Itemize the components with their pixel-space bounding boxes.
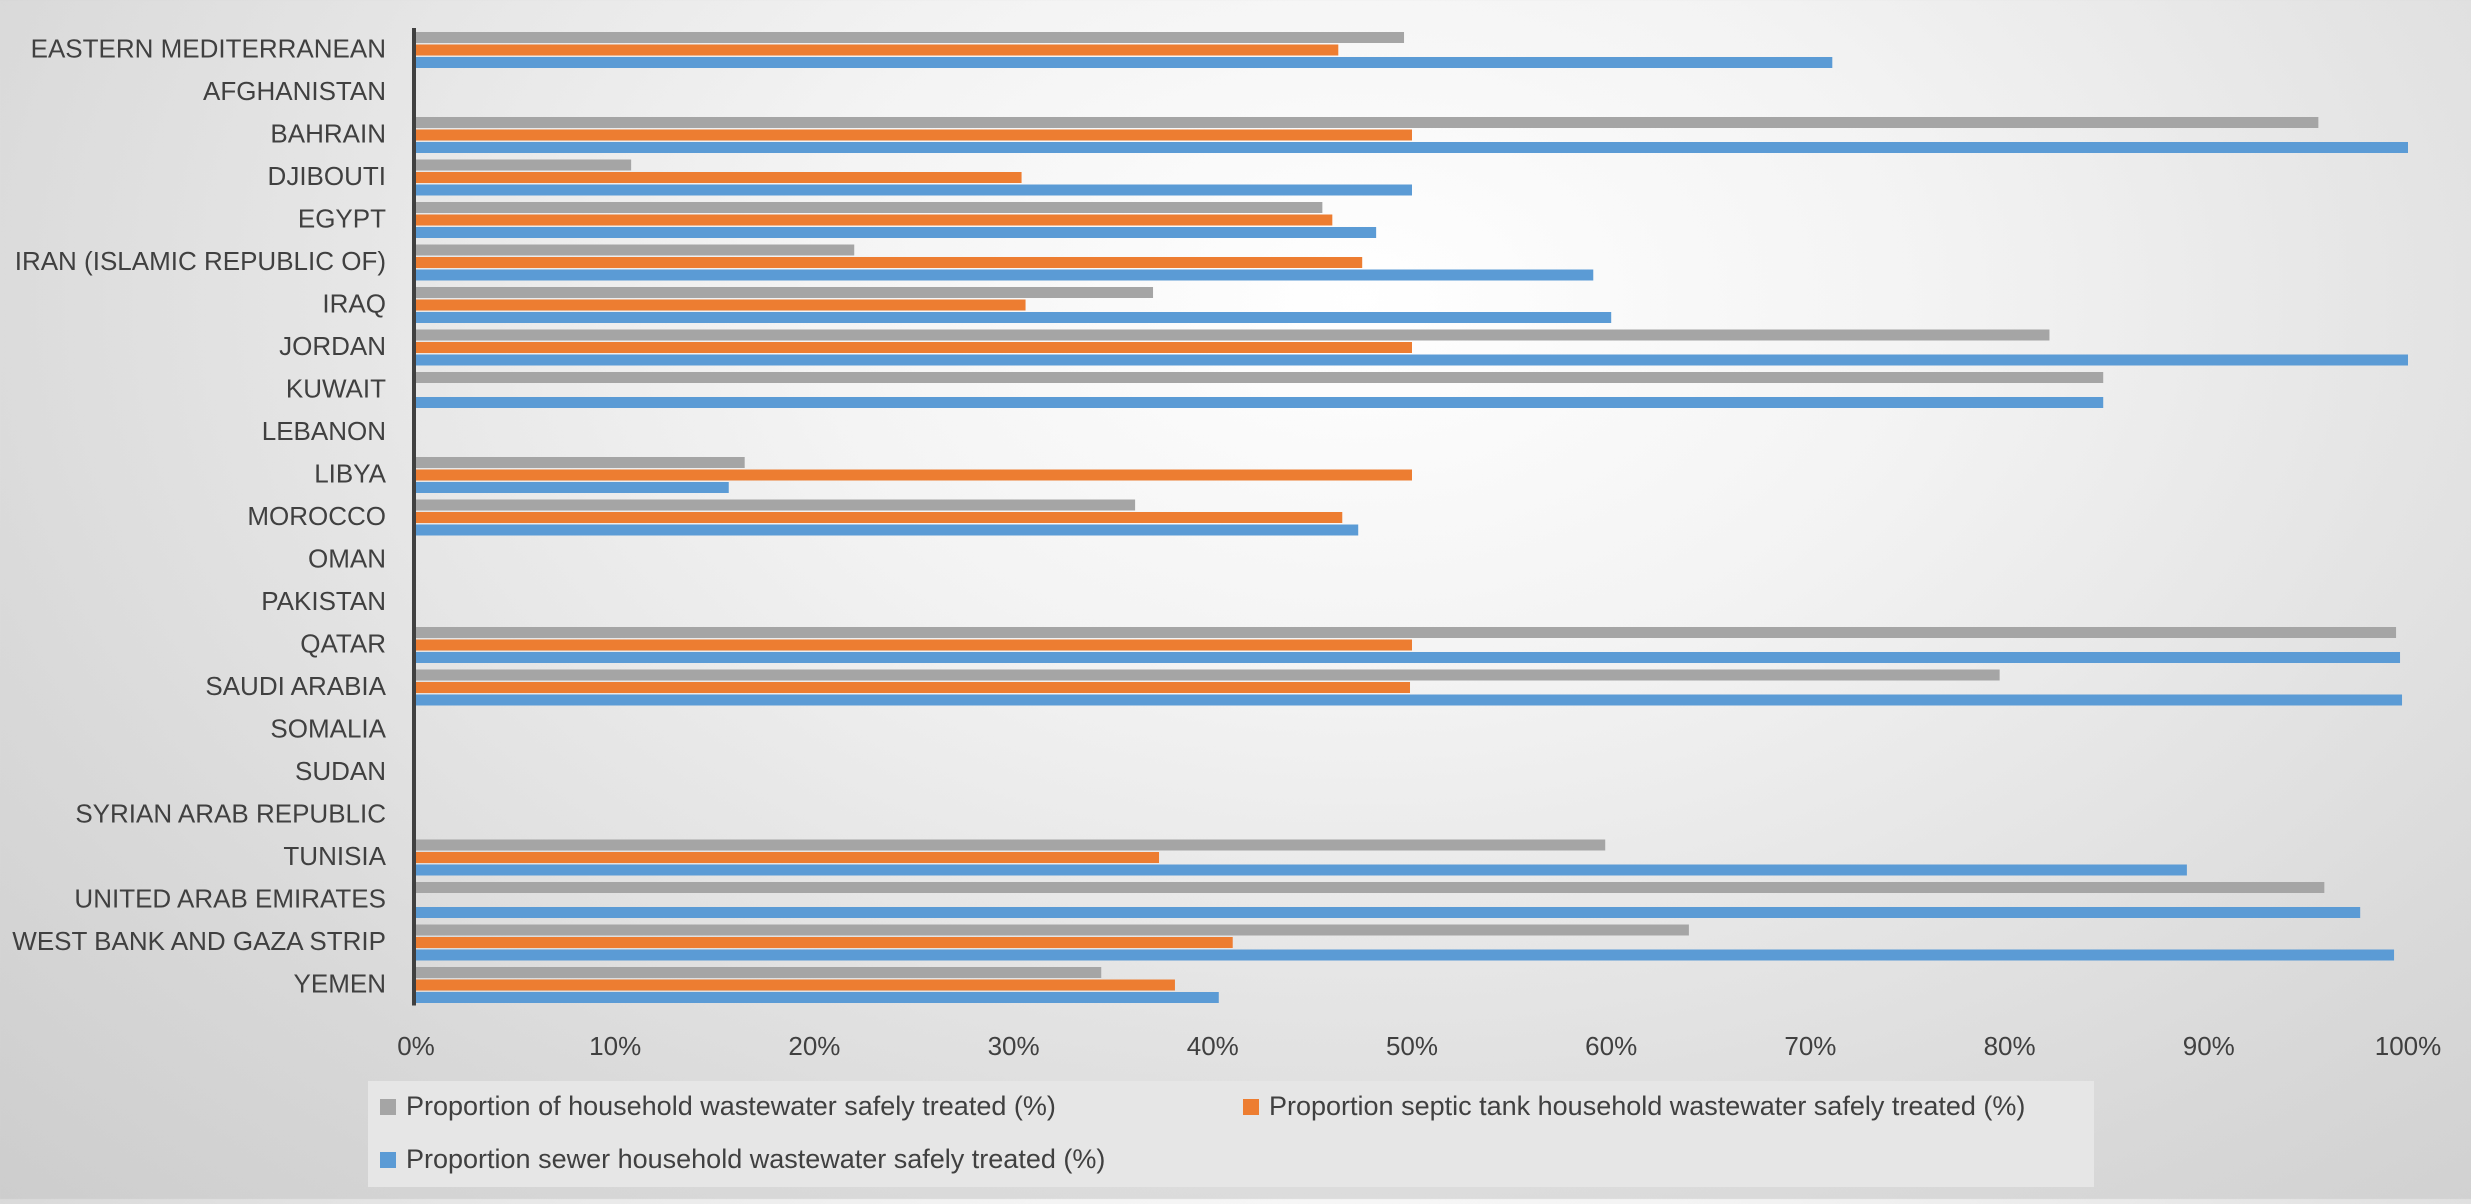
category-label: TUNISIA xyxy=(283,841,386,871)
bar xyxy=(416,44,1339,56)
bar xyxy=(416,129,1412,141)
category-label: IRAN (ISLAMIC REPUBLIC OF) xyxy=(15,246,386,276)
bar xyxy=(416,512,1343,523)
legend-item-series-2: Proportion septic tank household wastewa… xyxy=(1243,1091,2025,1122)
category-label: IRAQ xyxy=(322,288,386,318)
bar xyxy=(416,32,1405,43)
legend-swatch-blue xyxy=(380,1151,396,1168)
bar xyxy=(416,142,2408,153)
bar xyxy=(416,184,1412,196)
bar xyxy=(416,864,2187,876)
legend: Proportion of household wastewater safel… xyxy=(368,1081,2094,1187)
bar xyxy=(416,244,855,256)
bar xyxy=(416,682,1411,693)
bar xyxy=(416,839,1606,851)
bar xyxy=(416,882,2325,893)
category-label: KUWAIT xyxy=(286,373,386,403)
bar xyxy=(416,202,1323,213)
legend-swatch-gray xyxy=(380,1098,396,1115)
bar xyxy=(416,117,2319,128)
category-label: UNITED ARAB EMIRATES xyxy=(74,883,386,913)
category-label: JORDAN xyxy=(279,331,386,361)
legend-label: Proportion sewer household wastewater sa… xyxy=(406,1144,1106,1174)
bar xyxy=(416,329,2050,341)
bar xyxy=(416,372,2104,383)
category-label: EGYPT xyxy=(298,203,386,233)
category-label: MOROCCO xyxy=(247,501,386,531)
bar xyxy=(416,639,1412,651)
category-label: QATAR xyxy=(300,628,386,658)
category-label: EASTERN MEDITERRANEAN xyxy=(31,33,386,63)
bar xyxy=(416,627,2397,638)
bar xyxy=(416,949,2395,961)
x-tick-label: 20% xyxy=(788,1031,840,1061)
bar xyxy=(416,457,745,468)
x-tick-label: 60% xyxy=(1585,1031,1637,1061)
bar xyxy=(416,172,1022,183)
bar xyxy=(416,852,1160,863)
bar xyxy=(416,979,1175,991)
legend-label: Proportion septic tank household wastewa… xyxy=(1269,1091,2026,1121)
category-label: WEST BANK AND GAZA STRIP xyxy=(12,926,386,956)
bar xyxy=(416,967,1102,978)
bar xyxy=(416,57,1833,68)
category-label: SAUDI ARABIA xyxy=(205,671,386,701)
category-labels: EASTERN MEDITERRANEAN AFGHANISTAN BAHRAIN D… xyxy=(12,33,386,998)
bar xyxy=(416,652,2401,663)
x-tick-label: 100% xyxy=(2375,1031,2442,1061)
x-tick-labels: 0% 10% 20% 30% 40% 50% 60% 70% 80% 90% 100% xyxy=(397,1031,2441,1061)
category-label: AFGHANISTAN xyxy=(203,76,386,106)
x-tick-label: 0% xyxy=(397,1031,435,1061)
bar xyxy=(416,924,1689,936)
x-tick-label: 70% xyxy=(1784,1031,1836,1061)
category-label: BAHRAIN xyxy=(270,118,386,148)
bar xyxy=(416,469,1412,481)
category-label: SUDAN xyxy=(295,756,386,786)
x-tick-label: 80% xyxy=(1984,1031,2036,1061)
bar xyxy=(416,499,1136,511)
bar xyxy=(416,257,1363,268)
x-tick-label: 90% xyxy=(2183,1031,2235,1061)
bar xyxy=(416,269,1594,281)
legend-item-series-3: Proportion sewer household wastewater sa… xyxy=(380,1144,1105,1175)
bar xyxy=(416,342,1412,353)
bar xyxy=(416,227,1377,238)
bar xyxy=(416,159,632,171)
legend-item-series-1: Proportion of household wastewater safel… xyxy=(380,1091,1056,1122)
bar xyxy=(416,354,2408,366)
category-label: OMAN xyxy=(308,543,386,573)
category-label: SYRIAN ARAB REPUBLIC xyxy=(75,798,386,828)
category-label: SOMALIA xyxy=(270,713,386,743)
bar xyxy=(416,214,1333,226)
bar xyxy=(416,694,2403,706)
x-tick-label: 10% xyxy=(589,1031,641,1061)
x-tick-label: 40% xyxy=(1187,1031,1239,1061)
legend-swatch-orange xyxy=(1243,1098,1259,1115)
category-label: DJIBOUTI xyxy=(268,161,386,191)
x-tick-label: 50% xyxy=(1386,1031,1438,1061)
category-label: PAKISTAN xyxy=(261,586,386,616)
legend-label: Proportion of household wastewater safel… xyxy=(406,1091,1056,1121)
bar xyxy=(416,907,2361,918)
bar xyxy=(416,482,729,493)
bar xyxy=(416,299,1026,311)
bar xyxy=(416,669,2000,681)
bar xyxy=(416,524,1359,536)
bar xyxy=(416,312,1612,323)
bar xyxy=(416,992,1219,1003)
x-tick-label: 30% xyxy=(988,1031,1040,1061)
category-label: LEBANON xyxy=(262,416,386,446)
bars-layer xyxy=(416,32,2408,1003)
category-label: YEMEN xyxy=(294,968,386,998)
bar xyxy=(416,287,1154,298)
bar xyxy=(416,937,1233,948)
bar xyxy=(416,397,2104,408)
category-label: LIBYA xyxy=(314,458,386,488)
